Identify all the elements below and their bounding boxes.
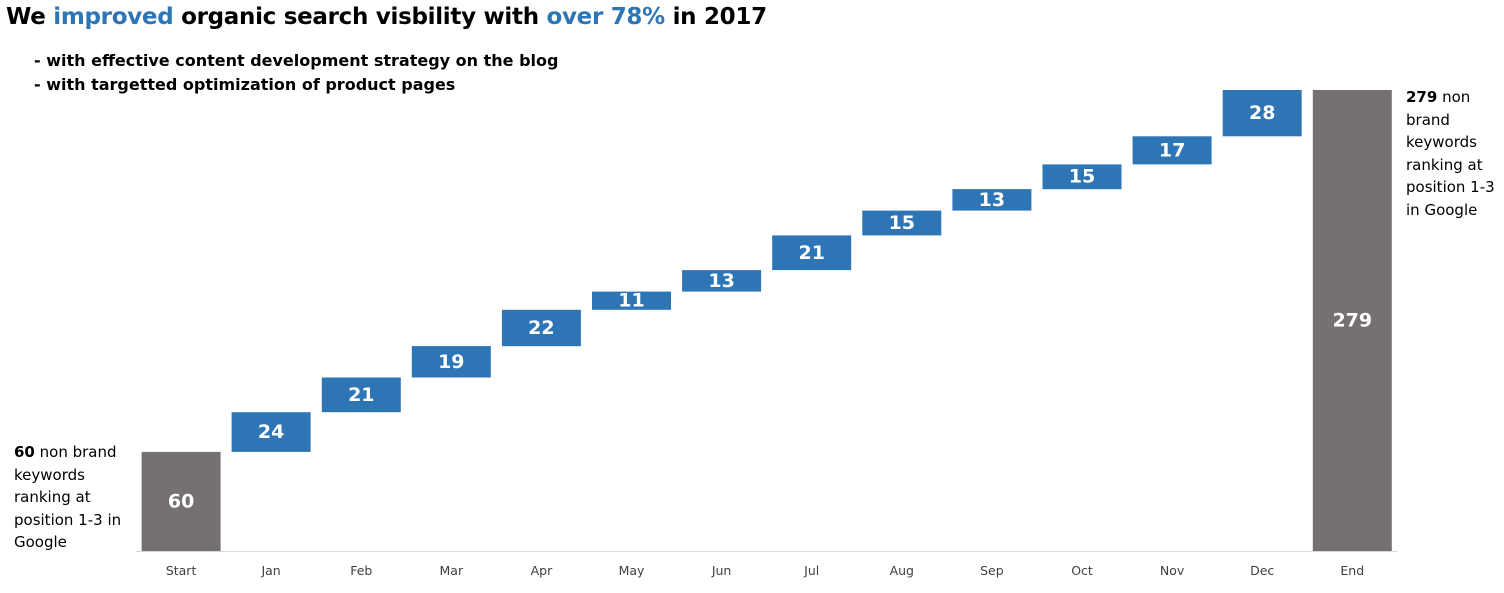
bullet-item: - with effective content development str… xyxy=(34,51,559,70)
x-tick-jul: Jul xyxy=(803,563,819,578)
end-annotation-text: non brand keywords ranking at position 1… xyxy=(1406,88,1495,219)
bar-jan xyxy=(231,412,311,452)
bar-end xyxy=(1312,90,1392,551)
bar-jun xyxy=(682,270,762,292)
bar-apr xyxy=(501,309,581,347)
title-highlight-percent: over 78% xyxy=(546,4,665,30)
data-label-aug: 15 xyxy=(889,212,915,234)
start-annotation-value: 60 xyxy=(14,443,35,461)
x-tick-oct: Oct xyxy=(1071,563,1093,578)
bar-aug xyxy=(862,210,942,236)
data-label-dec: 28 xyxy=(1249,102,1275,124)
x-tick-apr: Apr xyxy=(531,563,553,578)
x-tick-sep: Sep xyxy=(980,563,1004,578)
data-label-start: 60 xyxy=(168,490,194,512)
chart-title: We improved organic search visbility wit… xyxy=(6,4,767,30)
bar-dec xyxy=(1222,90,1302,137)
title-part-1: We xyxy=(6,4,54,30)
title-highlight-improved: improved xyxy=(53,4,174,30)
x-tick-labels: Start Jan Feb Mar Apr May Jun Jul Aug Sep Oct Nov De… xyxy=(166,563,1364,578)
data-label-jul: 21 xyxy=(798,242,824,264)
start-annotation: 60 non brand keywords ranking at positio… xyxy=(14,441,134,554)
end-annotation-value: 279 xyxy=(1406,88,1438,106)
data-label-apr: 22 xyxy=(528,317,554,339)
start-annotation-text: non brand keywords ranking at position 1… xyxy=(14,443,122,551)
x-tick-start: Start xyxy=(166,563,197,578)
data-label-mar: 19 xyxy=(438,351,464,373)
x-tick-jun: Jun xyxy=(711,563,732,578)
bar-mar xyxy=(411,346,491,378)
data-label-jan: 24 xyxy=(258,421,284,443)
x-tick-feb: Feb xyxy=(350,563,372,578)
data-label-may: 11 xyxy=(618,290,644,312)
bar-feb xyxy=(321,377,401,413)
x-tick-dec: Dec xyxy=(1250,563,1274,578)
subtitle-bullets: - with effective content development str… xyxy=(34,49,558,97)
bar-oct xyxy=(1042,164,1122,190)
data-label-end: 279 xyxy=(1332,310,1372,332)
x-tick-jan: Jan xyxy=(260,563,280,578)
bar-nov xyxy=(1132,136,1212,165)
bars-group: 60 24 21 19 22 11 13 21 15 13 15 17 28 279 xyxy=(141,90,1392,551)
bar-sep xyxy=(952,189,1032,211)
x-tick-mar: Mar xyxy=(440,563,464,578)
bullet-item: - with targetted optimization of product… xyxy=(34,75,456,94)
bar-may xyxy=(592,291,671,310)
x-tick-end: End xyxy=(1340,563,1364,578)
x-tick-nov: Nov xyxy=(1160,563,1185,578)
data-label-oct: 15 xyxy=(1069,166,1095,188)
x-tick-aug: Aug xyxy=(890,563,914,578)
data-label-jun: 13 xyxy=(708,270,734,292)
data-label-nov: 17 xyxy=(1159,139,1185,161)
title-part-2: organic search visbility with xyxy=(173,4,547,30)
bar-start xyxy=(141,451,221,551)
x-tick-may: May xyxy=(619,563,645,578)
bar-jul xyxy=(772,235,852,271)
title-part-3: in 2017 xyxy=(664,4,767,30)
end-annotation: 279 non brand keywords ranking at positi… xyxy=(1406,86,1498,221)
data-label-feb: 21 xyxy=(348,384,374,406)
data-label-sep: 13 xyxy=(979,189,1005,211)
